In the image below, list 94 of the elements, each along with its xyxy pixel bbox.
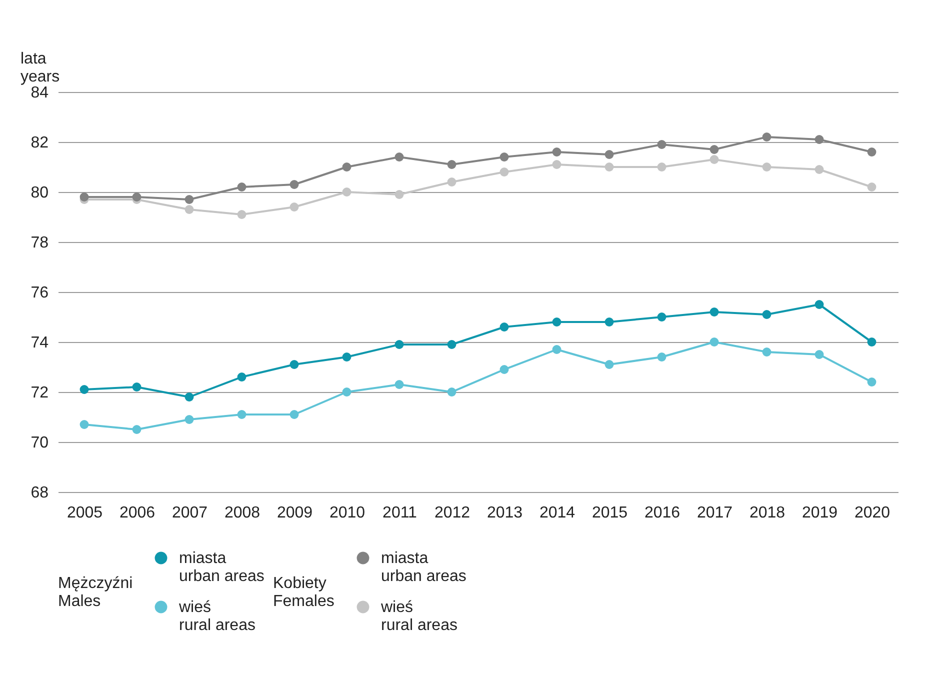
point — [132, 425, 142, 434]
point — [604, 318, 614, 326]
x-tick-label: 2008 — [224, 504, 260, 522]
point — [814, 350, 824, 359]
point — [762, 132, 772, 142]
point — [657, 352, 666, 362]
x-tick-label: 2011 — [382, 504, 418, 522]
y-tick-label: 72 — [30, 384, 49, 402]
point — [500, 152, 509, 162]
point — [867, 338, 876, 346]
legend-label: wieś rural areas — [178, 599, 256, 634]
point — [132, 382, 142, 392]
x-tick-label: 2009 — [276, 504, 313, 522]
legend-label: miasta urban areas — [179, 550, 264, 585]
point — [290, 410, 299, 419]
point — [394, 190, 404, 199]
x-tick-label: 2018 — [749, 504, 786, 522]
y-tick-label: 84 — [30, 84, 49, 102]
x-tick-label: 2006 — [119, 504, 156, 522]
point — [290, 202, 299, 212]
point — [710, 338, 719, 346]
x-tick-label: 2014 — [539, 504, 576, 522]
point — [657, 162, 666, 172]
y-axis-title: lata years — [20, 50, 60, 86]
point — [552, 160, 562, 169]
point — [80, 385, 89, 394]
point — [447, 388, 456, 396]
point — [394, 340, 404, 349]
point — [604, 162, 614, 172]
point — [814, 165, 824, 174]
point — [447, 160, 456, 169]
point — [867, 182, 876, 192]
point — [237, 410, 246, 419]
x-tick-label: 2019 — [802, 504, 838, 522]
y-tick-label: 80 — [30, 184, 49, 202]
point — [552, 345, 562, 354]
point — [290, 180, 299, 189]
point — [447, 340, 456, 349]
point — [342, 162, 352, 172]
point — [500, 322, 509, 332]
point — [552, 148, 562, 156]
point — [710, 155, 719, 164]
point — [762, 162, 772, 172]
point — [657, 140, 666, 149]
point — [762, 348, 772, 356]
x-tick-label: 2017 — [696, 504, 733, 522]
point — [237, 182, 246, 192]
point — [447, 178, 456, 186]
point — [552, 318, 562, 326]
text: Kobiety Females — [273, 575, 334, 610]
y-tick-label: 68 — [30, 484, 49, 502]
point — [237, 210, 246, 219]
point — [867, 148, 876, 156]
legend-label: miasta urban areas — [381, 550, 466, 585]
x-tick-label: 2015 — [592, 504, 628, 522]
x-tick-label: 2010 — [329, 504, 366, 522]
text: Mężczyźni Males — [58, 575, 133, 610]
point — [342, 352, 352, 362]
point — [342, 388, 352, 396]
point — [710, 308, 719, 316]
point — [710, 145, 719, 154]
point — [500, 168, 509, 176]
point — [184, 415, 194, 424]
point — [342, 188, 352, 196]
point — [237, 372, 246, 382]
point — [762, 310, 772, 319]
point — [80, 420, 89, 429]
point — [290, 360, 299, 369]
x-tick-label: 2013 — [486, 504, 523, 522]
x-tick-label: 2012 — [434, 504, 470, 522]
point — [500, 365, 509, 374]
y-tick-label: 78 — [30, 234, 49, 252]
point — [184, 205, 194, 214]
legend-label: wieś rural areas — [380, 599, 458, 634]
point — [394, 380, 404, 389]
x-tick-label: 2020 — [854, 504, 890, 522]
point — [604, 360, 614, 369]
point — [184, 392, 194, 402]
point — [814, 300, 824, 309]
y-tick-label: 82 — [30, 134, 49, 152]
point — [184, 195, 194, 204]
point — [394, 152, 404, 162]
x-tick-label: 2007 — [172, 504, 208, 522]
point — [80, 192, 89, 202]
y-tick-label: 70 — [30, 434, 49, 452]
y-tick-label: 76 — [30, 284, 49, 302]
y-tick-label: 74 — [30, 334, 49, 352]
x-tick-label: 2005 — [66, 504, 103, 522]
point — [604, 150, 614, 159]
point — [132, 192, 142, 202]
point — [657, 312, 666, 322]
point — [814, 135, 824, 144]
x-tick-label: 2016 — [644, 504, 680, 522]
point — [867, 378, 876, 386]
